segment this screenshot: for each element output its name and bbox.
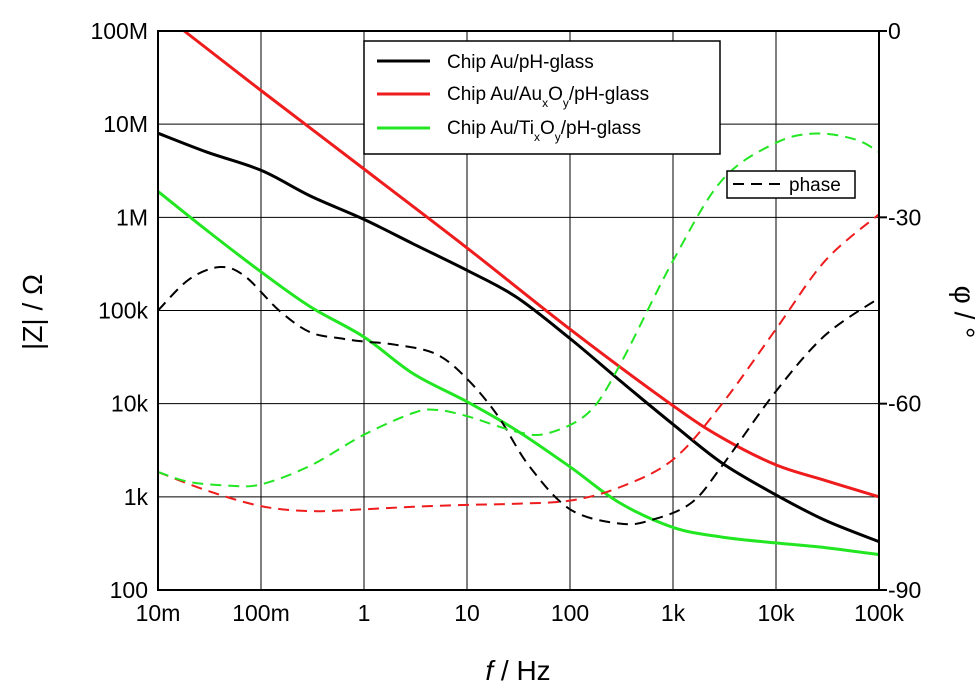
y-left-tick-label: 1k: [124, 484, 149, 510]
x-tick-label: 1: [358, 600, 371, 626]
impedance-line-green: [157, 190, 880, 557]
y-right-tick-label: -90: [888, 577, 921, 603]
phase-line-black: [157, 265, 880, 526]
x-tick-label: 100m: [232, 600, 290, 626]
legend-label-green: Chip Au/TixOy/pH-glass: [447, 118, 641, 144]
legend-label-black: Chip Au/pH-glass: [447, 52, 594, 73]
y-left-tick-label: 10k: [111, 391, 149, 417]
y-left-tick-label: 100M: [90, 18, 148, 44]
phase-line-red: [157, 213, 880, 513]
y-left-tick-label: 1M: [116, 204, 148, 230]
impedance-line-red: [183, 29, 880, 499]
y-left-tick-label: 100: [110, 577, 148, 603]
y-right-tick-label: 0: [888, 18, 901, 44]
phase-legend-label: phase: [789, 175, 841, 196]
y-right-tick-label: -30: [888, 204, 921, 230]
series-lines: [157, 29, 880, 557]
plot-frame: [157, 30, 880, 591]
phase-line-green: [157, 132, 880, 488]
x-ticks: 10m 100m 1 10 100 1k 10k 100k: [136, 600, 905, 626]
y-left-ticks: 100 1k 10k 100k 1M 10M 100M: [90, 18, 148, 603]
x-tick-label: 10: [454, 600, 480, 626]
y-right-ticks: -90 -60 -30 0: [879, 18, 921, 603]
y-left-axis-label: |Z| / Ω: [17, 274, 48, 350]
y-left-tick-label: 100k: [98, 298, 148, 324]
y-right-axis-label: φ / °: [949, 286, 980, 339]
x-tick-label: 100: [551, 600, 589, 626]
y-right-tick-label: -60: [888, 391, 921, 417]
phase-legend-box: [726, 170, 856, 199]
x-tick-label: 1k: [661, 600, 686, 626]
legend-label-red: Chip Au/AuxOy/pH-glass: [447, 84, 649, 110]
x-axis-label: f / Hz: [485, 655, 550, 686]
phase-legend: phase: [726, 170, 856, 199]
x-tick-label: 10k: [757, 600, 795, 626]
y-left-tick-label: 10M: [103, 111, 148, 137]
x-tick-label: 100k: [854, 600, 904, 626]
impedance-line-black: [157, 131, 880, 544]
x-tick-label: 10m: [136, 600, 181, 626]
legend: Chip Au/pH-glass Chip Au/AuxOy/pH-glass …: [363, 40, 721, 155]
